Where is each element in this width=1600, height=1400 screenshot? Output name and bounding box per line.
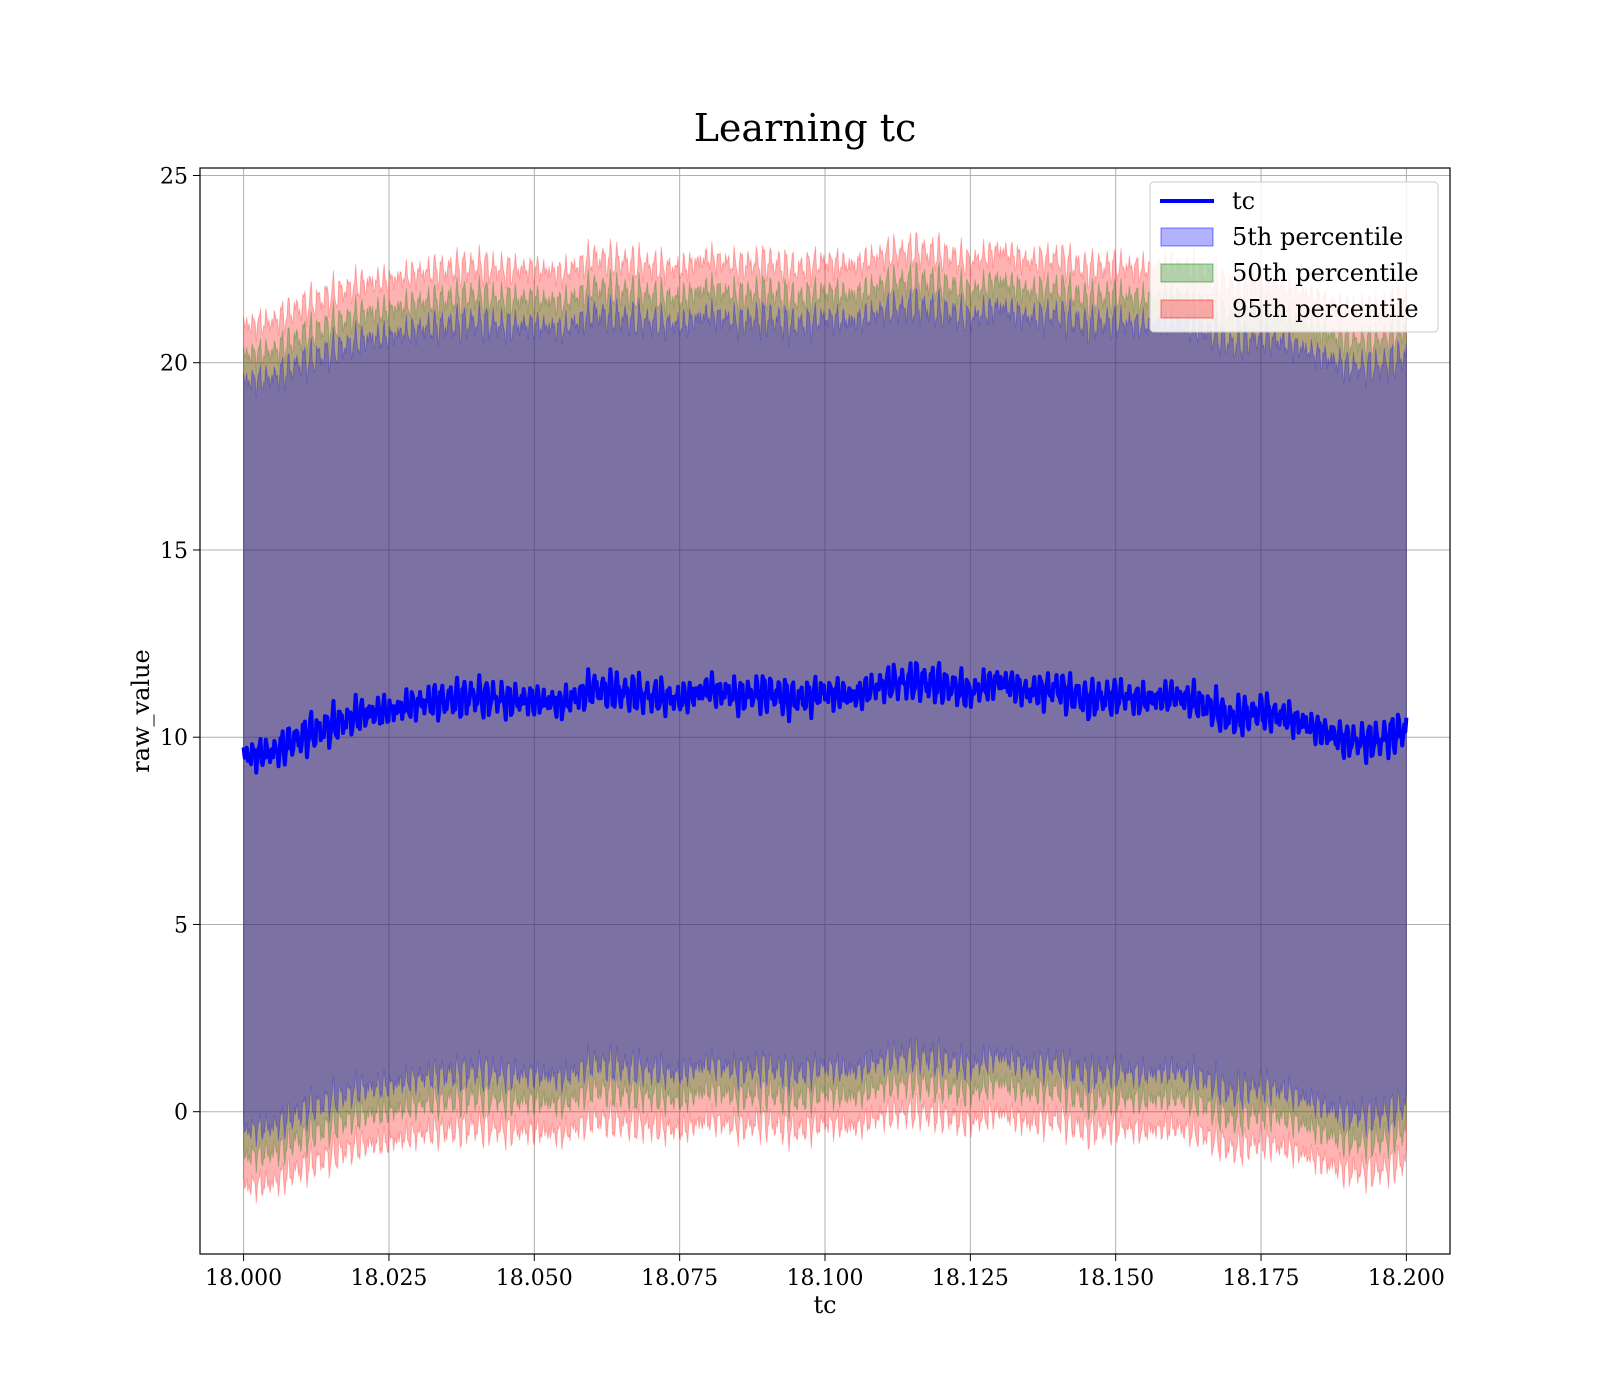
- tc-median-line: [241, 661, 1409, 775]
- x-tick-label: 18.150: [1077, 1266, 1154, 1291]
- legend-95th-swatch: [1160, 299, 1214, 319]
- y-tick-label: 0: [174, 1101, 188, 1126]
- y-tick-label: 10: [160, 726, 188, 751]
- legend-5th-swatch: [1160, 227, 1214, 247]
- tc-line: [241, 661, 1409, 775]
- x-tick-label: 18.050: [496, 1266, 573, 1291]
- y-tick-label: 5: [174, 913, 188, 938]
- y-axis-label: raw_value: [127, 649, 155, 773]
- y-tick-label: 15: [160, 539, 188, 564]
- y-tick-label: 25: [160, 164, 188, 189]
- x-axis-label: tc: [813, 1291, 836, 1319]
- legend-50th-swatch: [1160, 263, 1214, 283]
- chart-title: Learning tc: [694, 106, 917, 150]
- band-95th-percentile: [243, 230, 1407, 1204]
- legend-50th-label: 50th percentile: [1232, 259, 1419, 287]
- y-tick-label: 20: [160, 352, 188, 377]
- x-axis-ticks: 18.000 18.025 18.050 18.075 18.100 18.125 18.1…: [205, 1254, 1445, 1291]
- x-tick-label: 18.175: [1223, 1266, 1300, 1291]
- x-tick-label: 18.125: [932, 1266, 1009, 1291]
- x-tick-label: 18.100: [787, 1266, 864, 1291]
- legend-tc-label: tc: [1232, 187, 1255, 215]
- x-tick-label: 18.075: [641, 1266, 718, 1291]
- x-tick-label: 18.200: [1368, 1266, 1445, 1291]
- band-5th-percentile: [243, 287, 1407, 1148]
- percentile-bands: [243, 230, 1407, 1204]
- legend-95th-label: 95th percentile: [1232, 295, 1419, 323]
- x-tick-label: 18.000: [205, 1266, 282, 1291]
- grid: [200, 168, 1450, 1254]
- legend: tc 5th percentile 50th percentile 95th p…: [1149, 181, 1439, 333]
- band-50th-percentile: [243, 260, 1407, 1174]
- x-tick-label: 18.025: [350, 1266, 427, 1291]
- legend-box: [1149, 181, 1439, 333]
- legend-5th-label: 5th percentile: [1232, 223, 1403, 251]
- y-axis-ticks: 0 5 10 15 20 25: [160, 164, 200, 1126]
